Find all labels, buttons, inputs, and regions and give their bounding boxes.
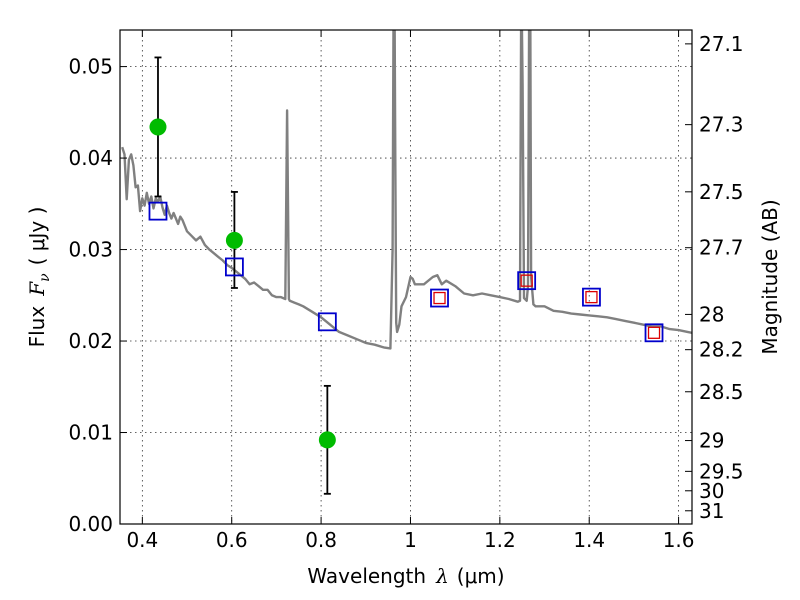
- magnitude-tick-label: 31: [699, 499, 724, 523]
- observed-point: [318, 431, 336, 449]
- model-sed-line: [121, 30, 692, 350]
- x-tick-label: 0.4: [126, 528, 158, 552]
- x-tick-label: 1.2: [484, 528, 516, 552]
- magnitude-tick-label: 30: [699, 479, 724, 503]
- magnitude-tick-label: 27.5: [699, 180, 744, 204]
- magnitude-tick-label: 27.3: [699, 113, 744, 137]
- x-tick-label: 1.4: [573, 528, 605, 552]
- plot-area: [121, 30, 692, 495]
- plot-frame: [119, 29, 693, 525]
- magnitude-tick-label: 28: [699, 302, 724, 326]
- synthetic-point: [148, 201, 168, 221]
- magnitude-axis-label: Magnitude (AB): [758, 199, 782, 354]
- magnitude-tick-label: 27.1: [699, 32, 744, 56]
- synthetic-point-inner: [647, 326, 661, 339]
- observed-point: [149, 118, 167, 136]
- y-tick-label: 0.01: [68, 421, 113, 445]
- magnitude-tick-label: 29: [699, 429, 724, 453]
- x-tick-label: 0.8: [305, 528, 337, 552]
- synthetic-point: [582, 287, 601, 307]
- synthetic-point-inner: [585, 290, 598, 304]
- synthetic-point: [430, 288, 449, 308]
- magnitude-tick-label: 27.7: [699, 236, 744, 260]
- magnitude-tick-label: 28.5: [699, 380, 744, 404]
- synthetic-point: [317, 312, 337, 332]
- y-axis-label: FluxFν( μJy ): [25, 207, 53, 348]
- synthetic-point: [224, 257, 244, 277]
- synthetic-point-inner: [433, 291, 446, 305]
- grid-lines: [120, 30, 692, 525]
- x-axis-label: Wavelength λ (μm): [307, 564, 504, 588]
- observed-point: [225, 231, 243, 249]
- x-tick-label: 0.6: [216, 528, 248, 552]
- synthetic-point-inner: [520, 274, 533, 287]
- magnitude-tick-label: 29.5: [699, 459, 744, 483]
- y-tick-label: 0.04: [68, 146, 113, 170]
- x-tick-label: 1.6: [663, 528, 695, 552]
- y-tick-label: 0.05: [68, 55, 113, 79]
- axis-ticks: 0.4 0.6 0.8 1 1.2 1.4 1.6 0.00 0.01 0.02 0.03 0.04 0…: [68, 30, 744, 552]
- y-tick-label: 0.00: [68, 512, 113, 536]
- x-tick-label: 1: [404, 528, 417, 552]
- magnitude-tick-label: 28.2: [699, 338, 744, 362]
- synthetic-point: [644, 323, 664, 343]
- y-tick-label: 0.02: [68, 329, 113, 353]
- y-tick-label: 0.03: [68, 238, 113, 262]
- synthetic-point: [517, 271, 537, 291]
